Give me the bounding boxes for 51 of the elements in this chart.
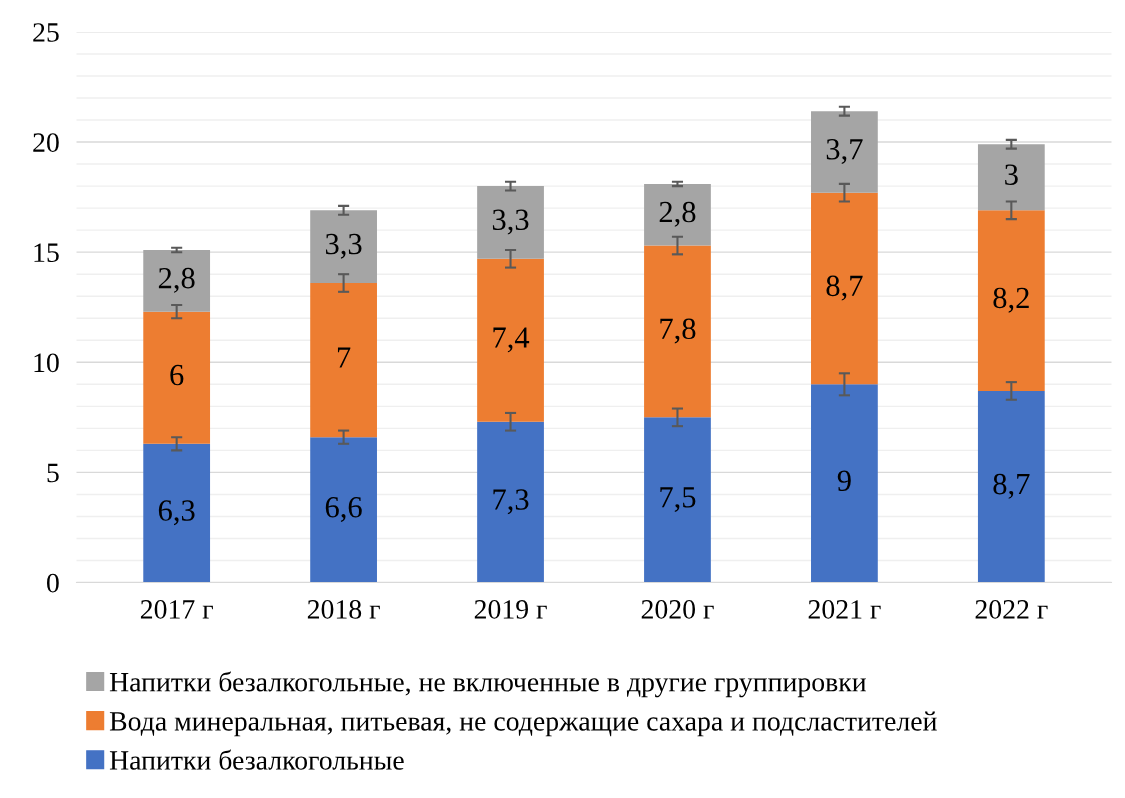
bar: [143, 443, 211, 583]
data-label: 3,7: [826, 139, 863, 164]
data-label: 7,4: [493, 327, 530, 353]
data-label: 8,2: [993, 287, 1029, 313]
data-label: 2,8: [158, 267, 195, 293]
bar: [811, 192, 878, 385]
x-tick-label: 2017 г: [140, 600, 213, 619]
bar: [977, 210, 1045, 391]
data-label: 7,5: [660, 487, 696, 512]
y-tick-label: 5: [47, 463, 59, 483]
data-label: 7,8: [660, 318, 696, 344]
data-label: 7,3: [493, 489, 529, 515]
data-label: 3: [1005, 164, 1018, 185]
bar: [310, 283, 377, 438]
bar: [477, 421, 544, 583]
y-tick-label: 0: [47, 573, 59, 593]
data-label: 3,3: [325, 233, 362, 259]
bar: [310, 210, 377, 283]
bar: [644, 183, 711, 246]
data-label: 9: [837, 470, 851, 492]
data-label: 3,3: [492, 209, 529, 235]
bar: [644, 417, 711, 583]
y-tick-label: 20: [33, 133, 59, 152]
bar: [811, 384, 878, 583]
bar: [310, 437, 377, 583]
legend-label: Вода минеральная, питьевая, не содержащие сахара и подсластителей: [109, 711, 937, 737]
y-tick-label: 10: [34, 353, 59, 373]
data-label: 2,8: [659, 201, 696, 227]
legend-label: Напитки безалкогольные, не включенные в другие группировки: [109, 671, 866, 698]
bar: [811, 111, 878, 193]
legend-label: Напитки безалкогольные: [109, 749, 404, 770]
bar: [143, 311, 211, 444]
data-label: 6: [170, 364, 184, 386]
x-tick-label: 2022 г: [975, 600, 1048, 619]
bar: [143, 249, 211, 312]
bar: [977, 144, 1045, 211]
data-label: 7: [337, 347, 351, 368]
bar: [477, 258, 544, 422]
data-label: 6,6: [325, 496, 362, 522]
bar: [644, 245, 711, 418]
y-tick-label: 15: [34, 243, 59, 263]
data-label: 8,7: [993, 473, 1030, 499]
x-tick-label: 2019 г: [474, 600, 547, 619]
bar: [977, 390, 1045, 583]
x-tick-label: 2021 г: [808, 600, 881, 619]
data-label: 8,7: [826, 275, 863, 301]
bar: [477, 186, 544, 259]
y-tick-label: 25: [33, 23, 59, 42]
x-tick-label: 2018 г: [307, 600, 380, 619]
x-tick-label: 2020 г: [641, 600, 714, 619]
data-label: 6,3: [158, 500, 195, 526]
